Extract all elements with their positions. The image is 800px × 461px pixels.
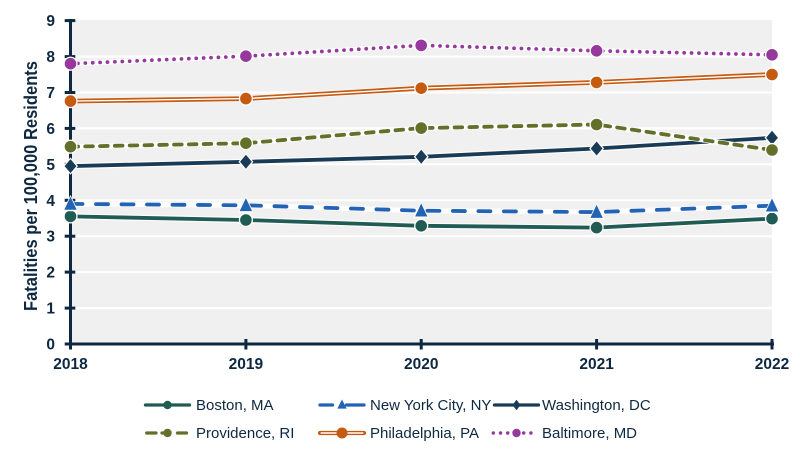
svg-text:Philadelphia, PA: Philadelphia, PA bbox=[370, 425, 479, 442]
svg-text:1: 1 bbox=[46, 301, 55, 318]
svg-text:2021: 2021 bbox=[579, 356, 614, 373]
svg-text:Baltimore, MD: Baltimore, MD bbox=[542, 425, 637, 442]
svg-text:Washington, DC: Washington, DC bbox=[542, 397, 651, 414]
svg-text:New York City, NY: New York City, NY bbox=[370, 397, 491, 414]
svg-text:8: 8 bbox=[46, 49, 55, 66]
svg-text:0: 0 bbox=[46, 337, 55, 354]
svg-text:6: 6 bbox=[46, 121, 55, 138]
svg-text:2022: 2022 bbox=[755, 356, 789, 373]
svg-text:7: 7 bbox=[46, 85, 55, 102]
svg-text:Fatalities per 100,000 Residen: Fatalities per 100,000 Residents bbox=[21, 61, 41, 311]
svg-text:Providence, RI: Providence, RI bbox=[196, 425, 294, 442]
svg-text:2020: 2020 bbox=[404, 356, 438, 373]
svg-text:2: 2 bbox=[46, 265, 55, 282]
svg-text:2018: 2018 bbox=[53, 356, 88, 373]
svg-text:2019: 2019 bbox=[229, 356, 264, 373]
svg-text:Boston, MA: Boston, MA bbox=[196, 397, 274, 414]
svg-text:4: 4 bbox=[46, 193, 55, 210]
svg-text:5: 5 bbox=[46, 157, 55, 174]
svg-text:3: 3 bbox=[46, 229, 55, 246]
svg-text:9: 9 bbox=[46, 13, 55, 30]
